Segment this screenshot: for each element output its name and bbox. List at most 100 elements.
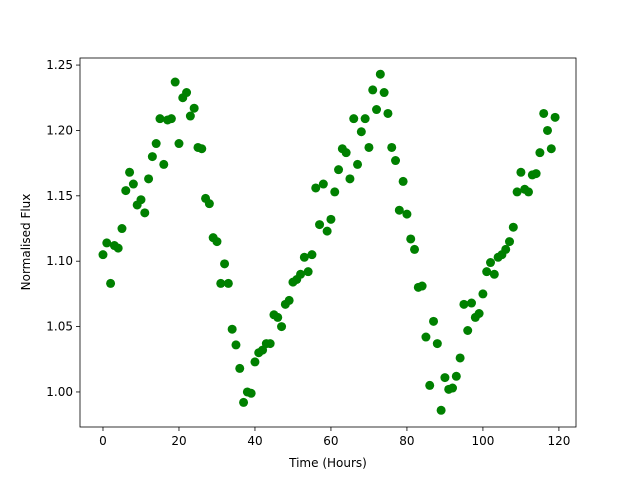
- point: [417, 281, 427, 291]
- point: [459, 299, 469, 309]
- point: [246, 388, 256, 398]
- point: [349, 114, 359, 124]
- point: [315, 220, 325, 230]
- y-tick-label: 1.05: [46, 320, 73, 334]
- point: [516, 167, 526, 177]
- point: [106, 278, 116, 288]
- plot-frame: [79, 57, 577, 428]
- point: [140, 208, 150, 218]
- point: [360, 114, 370, 124]
- x-tick-label: 0: [99, 434, 107, 448]
- point: [410, 244, 420, 254]
- point: [250, 357, 260, 367]
- point: [429, 316, 439, 326]
- point: [128, 179, 138, 189]
- point: [486, 258, 496, 268]
- point: [102, 238, 112, 248]
- point: [227, 324, 237, 334]
- point: [98, 250, 108, 260]
- point: [311, 183, 321, 193]
- x-tick-label: 40: [247, 434, 262, 448]
- y-axis-label: Normalised Flux: [19, 194, 33, 291]
- point: [170, 77, 180, 87]
- point: [235, 363, 245, 373]
- point: [159, 159, 169, 169]
- x-tick-label: 100: [471, 434, 494, 448]
- point: [543, 125, 553, 135]
- point: [185, 111, 195, 121]
- point: [121, 186, 131, 196]
- y-tick-label: 1.00: [46, 385, 73, 399]
- x-tick-label: 20: [171, 434, 186, 448]
- point: [147, 152, 157, 162]
- point: [402, 209, 412, 219]
- point: [136, 195, 146, 205]
- point: [296, 269, 306, 279]
- point: [307, 250, 317, 260]
- point: [550, 112, 560, 122]
- point: [375, 69, 385, 79]
- point: [535, 148, 545, 158]
- point: [326, 214, 336, 224]
- point: [455, 353, 465, 363]
- point: [524, 187, 534, 197]
- point: [182, 88, 192, 98]
- point: [398, 176, 408, 186]
- point: [512, 187, 522, 197]
- point: [197, 144, 207, 154]
- x-axis-label: Time (Hours): [288, 456, 367, 470]
- point: [451, 371, 461, 381]
- point: [394, 205, 404, 215]
- point: [239, 397, 249, 407]
- y-tick-label: 1.20: [46, 123, 73, 137]
- point: [440, 373, 450, 383]
- point: [345, 174, 355, 184]
- point: [432, 339, 442, 349]
- point: [303, 267, 313, 277]
- point: [322, 226, 332, 236]
- x-tick-label: 80: [399, 434, 414, 448]
- point: [258, 345, 268, 355]
- point: [117, 224, 127, 234]
- point: [330, 187, 340, 197]
- point: [155, 114, 165, 124]
- point: [489, 269, 499, 279]
- point: [463, 326, 473, 336]
- point: [425, 380, 435, 390]
- point: [284, 295, 294, 305]
- point: [277, 322, 287, 332]
- point: [353, 159, 363, 169]
- point: [318, 179, 328, 189]
- point: [174, 139, 184, 149]
- point: [356, 127, 366, 137]
- point: [501, 244, 511, 254]
- point: [406, 234, 416, 244]
- point: [421, 332, 431, 342]
- point: [212, 237, 222, 247]
- point: [125, 167, 135, 177]
- point: [204, 199, 214, 209]
- point: [474, 309, 484, 319]
- point: [299, 252, 309, 262]
- point: [546, 144, 556, 154]
- point: [436, 405, 446, 415]
- point: [368, 85, 378, 95]
- point: [482, 267, 492, 277]
- point: [539, 108, 549, 118]
- point: [364, 142, 374, 152]
- y-tick-label: 1.25: [46, 58, 73, 72]
- point: [273, 312, 283, 322]
- point: [231, 340, 241, 350]
- point: [334, 165, 344, 175]
- point: [220, 259, 230, 269]
- point: [189, 103, 199, 113]
- point: [144, 174, 154, 184]
- point: [265, 339, 275, 349]
- y-tick-label: 1.10: [46, 254, 73, 268]
- x-tick-label: 120: [547, 434, 570, 448]
- point: [113, 243, 123, 253]
- point: [166, 114, 176, 124]
- point: [508, 222, 518, 232]
